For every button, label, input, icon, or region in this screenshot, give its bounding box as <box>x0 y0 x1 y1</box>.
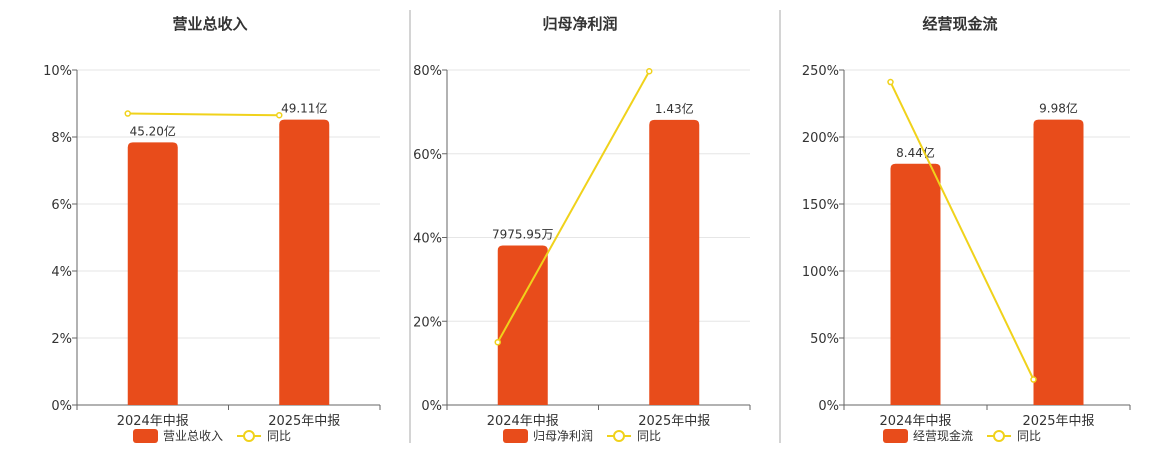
chart-3-bar-2 <box>1033 119 1084 405</box>
chart-3-x-tick-label-1: 2024年中报 <box>879 414 951 429</box>
chart-1-yoy-point-2 <box>276 111 283 119</box>
chart-1-legend-line-label: 同比 <box>267 429 291 443</box>
chart-3-title: 经营现金流 <box>922 15 997 33</box>
chart-3-y-tick-label-3: 150% <box>802 198 839 213</box>
chart-1-legend-line-marker <box>243 430 255 442</box>
chart-1-y-tick-label-0: 0% <box>51 399 72 414</box>
chart-1-yoy-point-1 <box>124 110 131 117</box>
chart-3-yoy-point-1 <box>887 78 894 86</box>
chart-1-y-tick-label-4: 8% <box>51 131 72 146</box>
chart-3-y-tick-label-0: 0% <box>818 399 839 414</box>
chart-1-bar-label-2: 49.11亿 <box>281 101 327 116</box>
chart-3-y-tick-label-4: 200% <box>802 131 839 146</box>
chart-1-x-tick-label-2: 2025年中报 <box>268 414 340 429</box>
chart-3-legend-line-marker <box>993 430 1005 442</box>
chart-2-x-tick-label-2: 2025年中报 <box>638 414 710 429</box>
chart-2-y-tick-label-3: 60% <box>413 148 442 163</box>
chart-1-bar-2 <box>279 119 330 405</box>
chart-3-y-tick-label-2: 100% <box>802 265 839 280</box>
chart-3-legend-bar-swatch <box>883 429 908 443</box>
chart-2-yoy-point-2 <box>646 68 653 75</box>
chart-2-y-tick-label-1: 20% <box>413 315 442 330</box>
chart-3-y-tick-label-1: 50% <box>810 332 839 347</box>
chart-3-bar-label-2: 9.98亿 <box>1039 101 1078 116</box>
chart-2-legend-bar-swatch <box>503 429 528 443</box>
chart-2-yoy-point-1 <box>494 338 501 346</box>
chart-2-bar-1 <box>497 245 548 405</box>
chart-2-x-tick-label-1: 2024年中报 <box>487 414 559 429</box>
chart-1-x-tick-label-1: 2024年中报 <box>117 414 189 429</box>
chart-1-y-tick-label-5: 10% <box>43 64 72 79</box>
chart-3-yoy-line <box>889 81 1035 380</box>
chart-2-bar-label-1: 7975.95万 <box>492 227 554 241</box>
chart-2-legend-line-label: 同比 <box>637 429 661 443</box>
chart-2-y-tick-label-4: 80% <box>413 64 442 79</box>
chart-1-y-tick-label-2: 4% <box>51 265 72 280</box>
chart-2-y-tick-label-2: 40% <box>413 232 442 247</box>
chart-2-y-tick-label-0: 0% <box>421 399 442 414</box>
chart-3-yoy-point-2 <box>1030 376 1037 383</box>
chart-3-x-tick-label-2: 2025年中报 <box>1022 414 1094 429</box>
chart-1-yoy-line <box>127 112 280 117</box>
chart-3-y-tick-label-5: 250% <box>802 64 839 79</box>
chart-1-y-tick-label-1: 2% <box>51 332 72 347</box>
chart-2-title: 归母净利润 <box>542 15 617 33</box>
chart-1-bar-label-1: 45.20亿 <box>130 123 176 138</box>
chart-1-legend-bar-label: 营业总收入 <box>163 429 223 443</box>
chart-3-bar-label-1: 8.44亿 <box>896 145 935 160</box>
chart-2-legend-line-marker <box>613 430 625 442</box>
chart-3-bar-1 <box>890 163 941 405</box>
chart-2-legend-bar-label: 归母净利润 <box>533 429 593 443</box>
chart-1-bar-1 <box>127 142 178 406</box>
chart-2-bar-2 <box>649 119 700 406</box>
chart-1-y-tick-label-3: 6% <box>51 198 72 213</box>
chart-2-bar-label-2: 1.43亿 <box>655 101 694 116</box>
chart-2-yoy-line <box>496 70 651 343</box>
chart-3-legend-bar-label: 经营现金流 <box>913 428 973 443</box>
chart-1-title: 营业总收入 <box>172 15 247 33</box>
chart-1-legend-bar-swatch <box>133 429 158 443</box>
chart-3-legend-line-label: 同比 <box>1017 429 1041 443</box>
